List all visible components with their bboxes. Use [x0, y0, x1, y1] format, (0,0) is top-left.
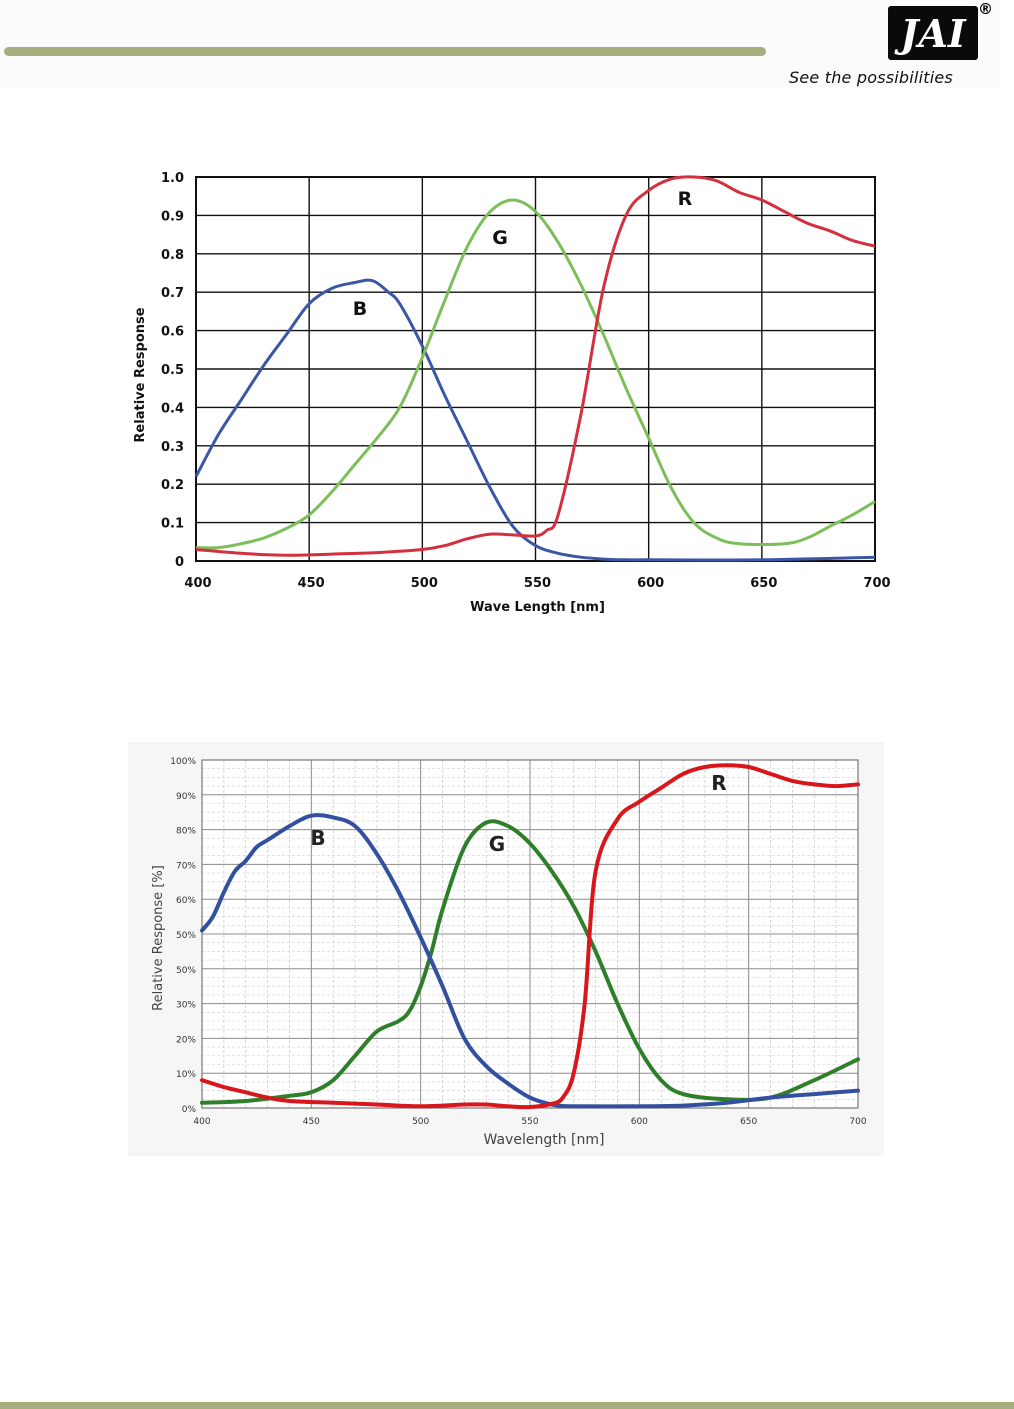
y-tick-label: 0.7	[161, 286, 184, 301]
x-tick-label: 400	[184, 576, 211, 591]
x-tick-label: 500	[411, 576, 438, 591]
x-tick-label: 600	[637, 576, 664, 591]
y-tick-label: 80%	[176, 827, 196, 837]
series-annotation: B	[353, 298, 367, 320]
y-tick-label: 0.3	[161, 440, 184, 455]
x-tick-label: 400	[193, 1117, 210, 1127]
y-tick-label: 50%	[176, 931, 196, 941]
y-tick-label: 90%	[176, 792, 196, 802]
x-axis-label: Wavelength [nm]	[484, 1132, 605, 1148]
y-tick-label: 70%	[176, 861, 196, 871]
y-tick-label: 100%	[170, 757, 196, 767]
x-tick-label: 700	[863, 576, 890, 591]
y-axis-label: Relative Response	[133, 307, 148, 442]
jai-logo-icon: JAI	[888, 6, 978, 60]
y-tick-label: 0.6	[161, 325, 184, 340]
series-annotation: R	[711, 771, 726, 795]
x-tick-label: 600	[631, 1117, 648, 1127]
spectral-response-chart-2: 0% 10% 20% 30% 50% 50% 60% 70% 80% 90% 100% 400 450 5…	[151, 757, 867, 1148]
y-tick-label: 0.9	[161, 209, 184, 224]
registered-mark: ®	[978, 0, 993, 18]
spectral-response-chart-1: 0 0.1 0.2 0.3 0.4 0.5 0.6 0.7 0.8 0.9 1.0 400 450 500…	[133, 171, 891, 615]
series-annotation: G	[489, 832, 505, 856]
y-tick-label: 0	[175, 555, 184, 570]
series-line-R	[200, 763, 860, 1110]
x-tick-label: 500	[412, 1117, 429, 1127]
x-tick-label: 550	[521, 1117, 538, 1127]
x-tick-label: 450	[303, 1117, 320, 1127]
y-tick-label: 10%	[176, 1070, 196, 1080]
x-axis-label: Wave Length [nm]	[470, 600, 605, 615]
series-line-B	[200, 813, 860, 1109]
y-axis-label: Relative Response [%]	[151, 865, 166, 1011]
x-tick-label: 450	[298, 576, 325, 591]
y-tick-label: 0.1	[161, 517, 184, 532]
tagline: See the possibilities	[789, 68, 953, 87]
plot-frame	[195, 176, 876, 562]
logo-text: JAI	[894, 11, 966, 56]
y-tick-label: 0.8	[161, 248, 184, 263]
y-tick-label: 0.5	[161, 363, 184, 378]
x-tick-label: 650	[740, 1117, 757, 1127]
series-line-B	[194, 278, 876, 562]
y-tick-label: 1.0	[161, 171, 184, 186]
footer-rule	[0, 1402, 1014, 1409]
y-tick-label: 0.4	[161, 401, 184, 416]
y-tick-label: 50%	[176, 966, 196, 976]
y-tick-label: 20%	[176, 1035, 196, 1045]
series-annotation: R	[678, 188, 693, 210]
y-tick-label: 0%	[182, 1105, 197, 1115]
x-tick-label: 700	[849, 1117, 866, 1127]
x-tick-label: 550	[524, 576, 551, 591]
series-annotation: B	[310, 826, 325, 850]
y-tick-label: 60%	[176, 896, 196, 906]
y-tick-label: 0.2	[161, 478, 184, 493]
y-tick-label: 30%	[176, 1001, 196, 1011]
x-tick-label: 650	[750, 576, 777, 591]
series-annotation: G	[492, 227, 508, 249]
series-line-R	[195, 175, 876, 557]
series-line-G	[195, 198, 876, 550]
header-rule	[4, 47, 766, 56]
header-band	[0, 0, 1000, 88]
series-line-G	[200, 819, 860, 1105]
jai-logo: JAI	[888, 6, 978, 60]
